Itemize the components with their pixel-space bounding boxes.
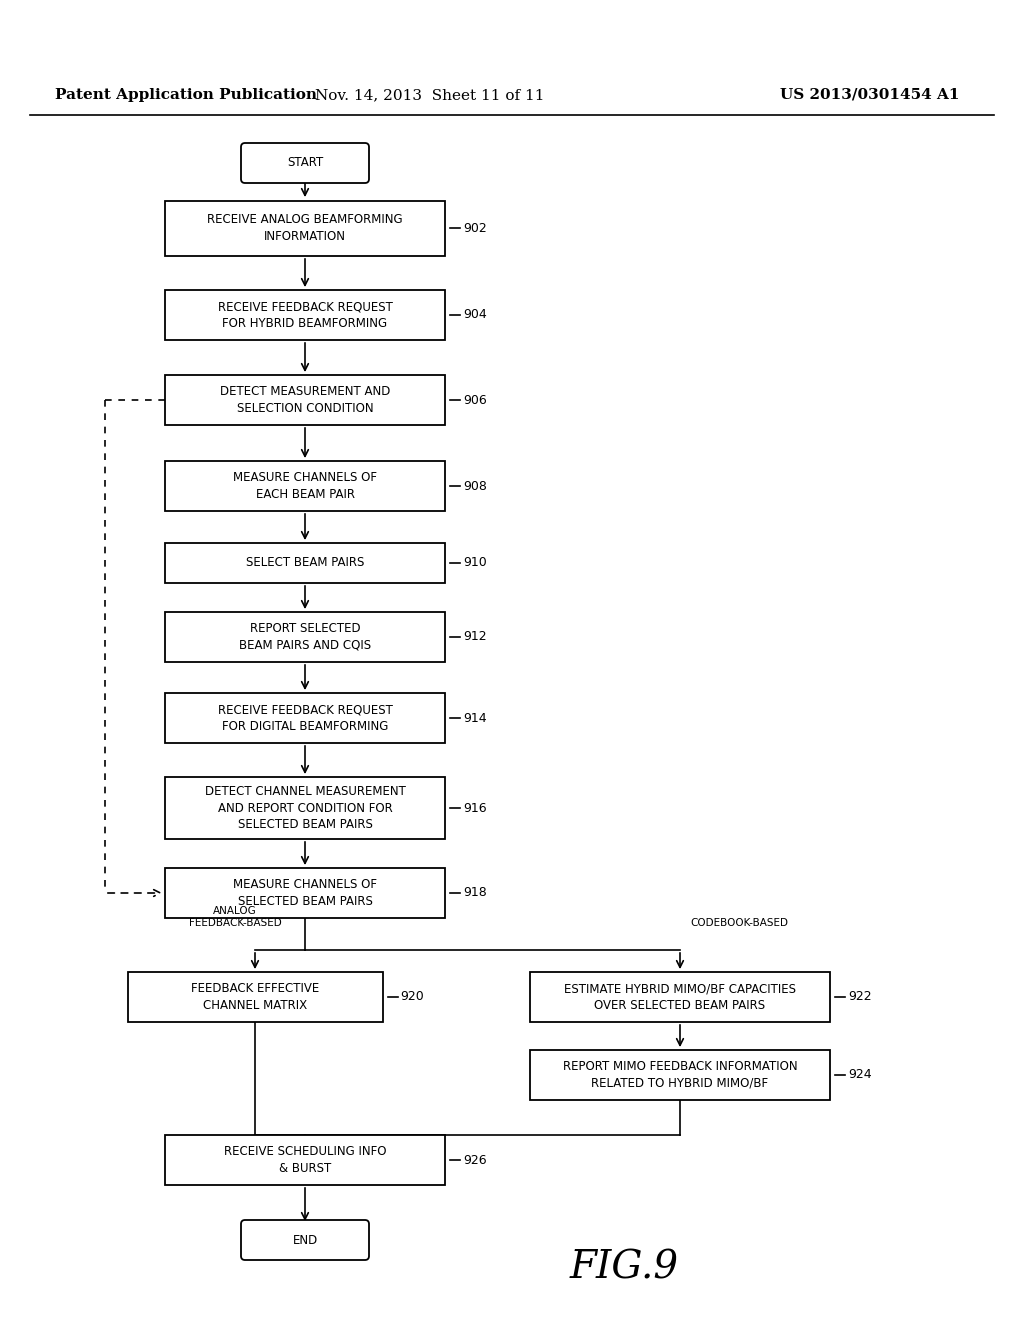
Text: 922: 922 bbox=[848, 990, 871, 1003]
Text: RECEIVE FEEDBACK REQUEST
FOR HYBRID BEAMFORMING: RECEIVE FEEDBACK REQUEST FOR HYBRID BEAM… bbox=[217, 300, 392, 330]
Text: CODEBOOK-BASED: CODEBOOK-BASED bbox=[690, 917, 788, 928]
Text: START: START bbox=[287, 157, 324, 169]
Bar bbox=[530, 1049, 830, 1100]
Text: 904: 904 bbox=[463, 309, 486, 322]
Bar bbox=[165, 375, 445, 425]
Text: FEEDBACK EFFECTIVE
CHANNEL MATRIX: FEEDBACK EFFECTIVE CHANNEL MATRIX bbox=[190, 982, 319, 1011]
Text: ESTIMATE HYBRID MIMO/BF CAPACITIES
OVER SELECTED BEAM PAIRS: ESTIMATE HYBRID MIMO/BF CAPACITIES OVER … bbox=[564, 982, 796, 1011]
Text: 918: 918 bbox=[463, 887, 486, 899]
Text: 912: 912 bbox=[463, 631, 486, 644]
Text: 908: 908 bbox=[463, 479, 486, 492]
Text: 906: 906 bbox=[463, 393, 486, 407]
Bar bbox=[128, 972, 383, 1022]
Text: 914: 914 bbox=[463, 711, 486, 725]
Bar bbox=[165, 777, 445, 840]
Text: 916: 916 bbox=[463, 801, 486, 814]
FancyBboxPatch shape bbox=[241, 143, 369, 183]
Bar bbox=[165, 612, 445, 663]
Bar bbox=[165, 543, 445, 583]
Text: 910: 910 bbox=[463, 557, 486, 569]
Text: 920: 920 bbox=[400, 990, 424, 1003]
Text: REPORT SELECTED
BEAM PAIRS AND CQIS: REPORT SELECTED BEAM PAIRS AND CQIS bbox=[239, 622, 371, 652]
Text: 926: 926 bbox=[463, 1154, 486, 1167]
Text: DETECT CHANNEL MEASUREMENT
AND REPORT CONDITION FOR
SELECTED BEAM PAIRS: DETECT CHANNEL MEASUREMENT AND REPORT CO… bbox=[205, 785, 406, 832]
Text: Patent Application Publication: Patent Application Publication bbox=[55, 88, 317, 102]
Text: 924: 924 bbox=[848, 1068, 871, 1081]
Text: MEASURE CHANNELS OF
SELECTED BEAM PAIRS: MEASURE CHANNELS OF SELECTED BEAM PAIRS bbox=[233, 878, 377, 908]
Text: DETECT MEASUREMENT AND
SELECTION CONDITION: DETECT MEASUREMENT AND SELECTION CONDITI… bbox=[220, 385, 390, 414]
Bar bbox=[530, 972, 830, 1022]
Text: REPORT MIMO FEEDBACK INFORMATION
RELATED TO HYBRID MIMO/BF: REPORT MIMO FEEDBACK INFORMATION RELATED… bbox=[562, 1060, 798, 1090]
Text: Nov. 14, 2013  Sheet 11 of 11: Nov. 14, 2013 Sheet 11 of 11 bbox=[315, 88, 545, 102]
Bar bbox=[165, 693, 445, 743]
Text: MEASURE CHANNELS OF
EACH BEAM PAIR: MEASURE CHANNELS OF EACH BEAM PAIR bbox=[233, 471, 377, 500]
Text: RECEIVE ANALOG BEAMFORMING
INFORMATION: RECEIVE ANALOG BEAMFORMING INFORMATION bbox=[207, 214, 402, 243]
Text: 902: 902 bbox=[463, 222, 486, 235]
Text: FIG.9: FIG.9 bbox=[570, 1250, 679, 1287]
Text: RECEIVE FEEDBACK REQUEST
FOR DIGITAL BEAMFORMING: RECEIVE FEEDBACK REQUEST FOR DIGITAL BEA… bbox=[217, 704, 392, 733]
FancyBboxPatch shape bbox=[241, 1220, 369, 1261]
Bar bbox=[165, 461, 445, 511]
Bar bbox=[165, 869, 445, 917]
Text: ANALOG
FEEDBACK-BASED: ANALOG FEEDBACK-BASED bbox=[188, 907, 282, 928]
Bar bbox=[165, 290, 445, 341]
Text: SELECT BEAM PAIRS: SELECT BEAM PAIRS bbox=[246, 557, 365, 569]
Bar bbox=[165, 1135, 445, 1185]
Text: RECEIVE SCHEDULING INFO
& BURST: RECEIVE SCHEDULING INFO & BURST bbox=[224, 1146, 386, 1175]
Text: END: END bbox=[293, 1233, 317, 1246]
Bar bbox=[165, 201, 445, 256]
Text: US 2013/0301454 A1: US 2013/0301454 A1 bbox=[780, 88, 959, 102]
